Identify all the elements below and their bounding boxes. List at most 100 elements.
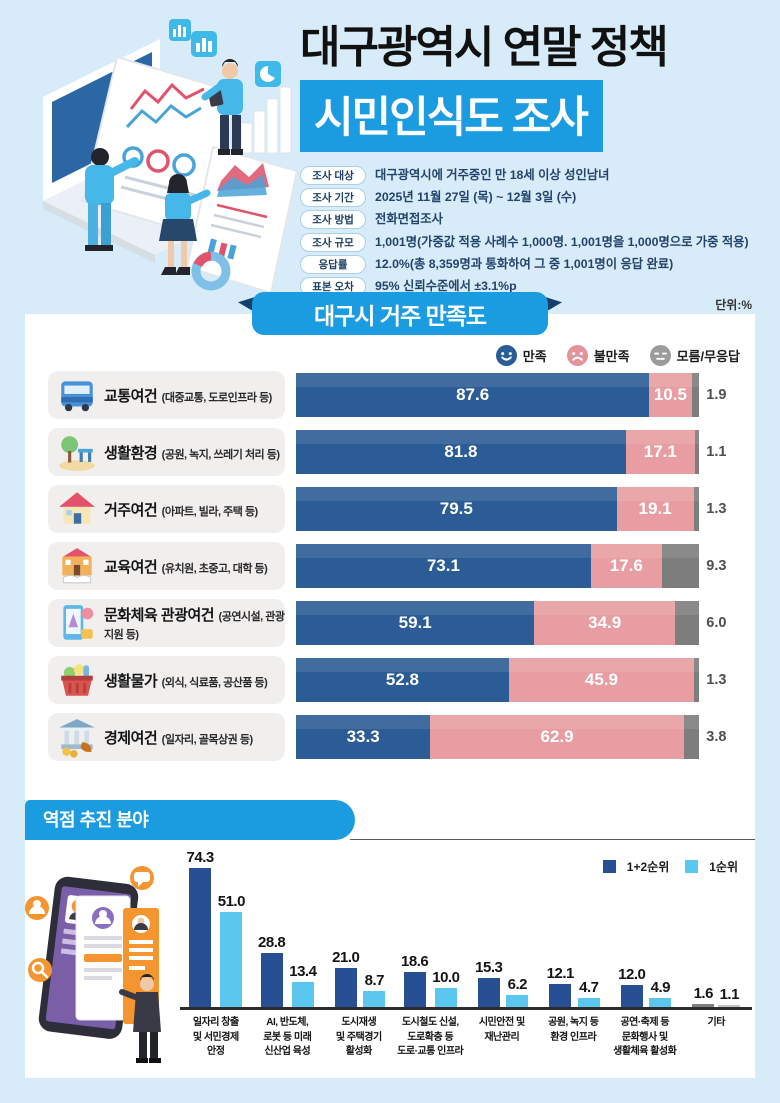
category-subtitle: (유치원, 초중고, 대학 등) [161,562,268,575]
category-label-card: 경제여건 (일자리, 골목상권 등) [48,713,285,761]
satisfaction-row: 경제여건 (일자리, 골목상권 등) 33.3 62.9 3.8 [48,713,742,761]
survey-info-row: 조사 기간 2025년 11월 27일 (목) ~ 12월 3일 (수) [300,188,758,208]
priority-category-label: 기타 [707,1017,726,1028]
satisfaction-row: 교통여건 (대중교통, 도로인프라 등) 87.6 10.5 1.9 [48,371,742,419]
priority-category-label: 일자리 창출 및 서민경제 안정 [192,1017,239,1057]
dissatisfied-value: 19.1 [638,499,672,518]
info-value: 1,001명(가중값 적용 사례수 1,000명. 1,001명을 1,000명… [375,234,749,249]
bar-rank1: 51.0 [218,893,245,1007]
dissatisfied-value: 17.1 [643,442,677,461]
header: 대구광역시 연말 정책 시민인식도 조사 조사 대상 대구광역시에 거주중인 만… [300,23,758,299]
legend-item-rank12: 1+2순위 [602,858,669,875]
priority-category-label: 도시재생 및 주택경기 활성화 [335,1017,382,1057]
category-text: 교통여건 (대중교통, 도로인프라 등) [104,385,272,406]
priority-bar-group: 74.3 51.0 [180,849,252,1007]
satisfied-value: 59.1 [398,613,432,632]
category-subtitle: (공원, 녹지, 쓰레기 처리 등) [161,448,280,461]
stacked-bar: 33.3 62.9 [296,715,700,759]
segment-unknown [675,601,700,645]
priority-category-label: 공원, 녹지 등 환경 인프라 [548,1017,599,1043]
info-label-pill: 응답률 [300,254,366,274]
stacked-bar: 81.8 17.1 [296,430,700,474]
school-icon [56,545,98,587]
category-subtitle: (공연시설, 관광지원 등) [104,610,285,641]
segment-satisfied: 52.8 [296,658,509,702]
rank1-value: 6.2 [507,976,528,994]
legend-item-unknown: 모름/무응답 [649,345,740,366]
bar-rank1: 8.7 [363,972,386,1007]
rank12-swatch [602,860,616,873]
rank1-value: 10.0 [432,969,460,987]
stacked-bar: 87.6 10.5 [296,373,700,417]
unknown-value-label: 1.3 [706,672,727,688]
satisfaction-chart-ribbon: 대구시 거주 만족도 [238,292,562,339]
satisfaction-row: 생활물가 (외식, 식료품, 공산품 등) 52.8 45.9 1.3 [48,656,742,704]
satisfaction-rows: 교통여건 (대중교통, 도로인프라 등) 87.6 10.5 1.9 생활환경 … [48,371,742,770]
rank1-bar [291,981,314,1007]
category-title: 교통여건 [104,387,158,405]
legend-item-satisfied: 만족 [495,345,547,366]
category-subtitle: (일자리, 골목상권 등) [161,733,253,746]
dissatisfied-value: 34.9 [588,613,622,632]
rank1-value: 4.9 [650,978,671,996]
category-title: 경제여건 [104,729,158,747]
unknown-value-label: 3.8 [706,729,727,745]
segment-dissatisfied: 45.9 [508,658,694,702]
bar-rank12: 18.6 [401,953,429,1007]
rank12-value: 74.3 [186,849,215,867]
survey-info-row: 조사 규모 1,001명(가중값 적용 사례수 1,000명. 1,001명을 … [300,232,758,252]
survey-info-list: 조사 대상 대구광역시에 거주중인 만 18세 이상 성인남녀 조사 기간 20… [300,166,758,296]
rank1-bar [577,998,600,1007]
category-text: 경제여건 (일자리, 골목상권 등) [104,727,253,748]
rank12-bar [189,868,212,1007]
info-label-pill: 조사 대상 [300,166,366,186]
category-text: 생활환경 (공원, 녹지, 쓰레기 처리 등) [104,442,280,463]
rank1-bar [434,988,457,1007]
bar-rank1: 1.1 [718,986,741,1007]
satisfaction-chart-title: 대구시 거주 만족도 [252,292,548,335]
house-icon [56,488,98,530]
satisfied-value: 79.5 [439,499,473,518]
bar-rank12: 1.6 [692,985,715,1007]
segment-unknown [691,373,700,417]
bar-rank12: 28.8 [258,934,286,1007]
bar-rank1: 10.0 [432,969,460,1007]
segment-satisfied: 81.8 [296,430,626,474]
legend-label: 모름/무응답 [676,349,740,364]
stacked-bar: 59.1 34.9 [296,601,700,645]
segment-satisfied: 87.6 [296,373,650,417]
smiley-neutral-icon [649,345,671,366]
priority-category-label: 시민안전 및 재난관리 [478,1017,525,1043]
unknown-value-label: 1.1 [706,444,727,460]
segment-unknown [693,658,700,702]
segment-dissatisfied: 17.6 [590,544,662,588]
category-text: 교육여건 (유치원, 초중고, 대학 등) [104,556,268,577]
rank12-bar [549,984,572,1007]
priority-bar-group: 21.0 8.7 [323,949,395,1007]
info-value: 95% 신뢰수준에서 ±3.1%p [375,278,517,293]
bar-rank1: 4.9 [649,978,672,1007]
info-value: 12.0%(총 8,359명과 통화하여 그 중 1,001명이 응답 완료) [375,256,674,271]
priority-bar-group: 28.8 13.4 [252,934,324,1007]
rank1-bar [363,990,386,1007]
legend-item-rank1: 1순위 [685,858,738,875]
satisfaction-legend: 만족 불만족 모름/무응답 [495,345,740,366]
segment-satisfied: 79.5 [296,487,617,531]
satisfied-value: 73.1 [426,556,460,575]
priority-category-labels: 일자리 창출 및 서민경제 안정 AI, 반도체, 로봇 등 미래 신산업 육성 도… [180,1016,752,1060]
unknown-value-label: 1.3 [706,501,727,517]
rank1-value: 4.7 [579,979,599,997]
category-label-card: 거주여건 (아파트, 빌라, 주택 등) [48,485,285,533]
segment-dissatisfied: 34.9 [534,601,676,645]
priority-category-label: AI, 반도체, 로봇 등 미래 신산업 육성 [263,1017,312,1057]
category-subtitle: (대중교통, 도로인프라 등) [161,391,273,404]
rank12-bar [477,978,500,1007]
category-title: 생활물가 [104,672,158,690]
bar-rank12: 12.1 [547,965,574,1007]
priority-bar-group: 12.1 4.7 [538,965,610,1007]
dissatisfied-value: 62.9 [540,727,574,746]
info-value: 2025년 11월 27일 (목) ~ 12월 3일 (수) [375,190,577,205]
recruitment-app-illustration [25,866,161,1063]
info-value: 대구광역시에 거주중인 만 18세 이상 성인남녀 [375,168,610,183]
stacked-bar: 73.1 17.6 [296,544,700,588]
